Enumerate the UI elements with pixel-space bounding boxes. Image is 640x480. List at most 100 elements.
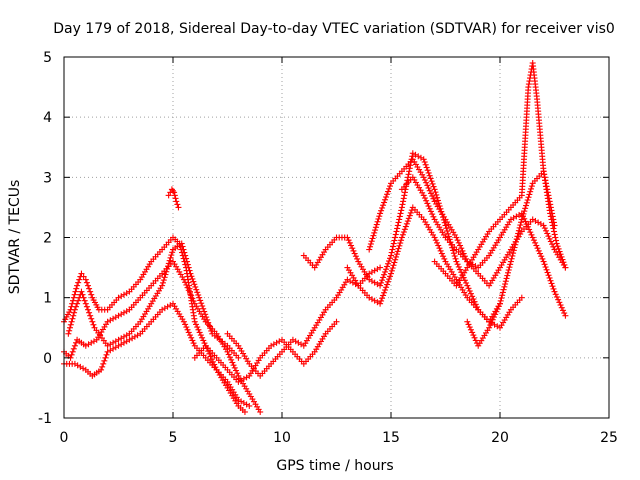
data-point — [131, 333, 138, 340]
data-point — [184, 284, 191, 291]
data-point — [234, 370, 241, 377]
data-point — [202, 311, 209, 318]
data-point — [164, 303, 171, 310]
data-point — [346, 239, 353, 246]
data-point — [432, 189, 439, 196]
data-point — [546, 274, 553, 281]
data-point — [118, 293, 125, 300]
data-point — [527, 229, 534, 236]
data-point — [377, 210, 384, 217]
data-point — [562, 312, 569, 319]
data-point — [542, 177, 549, 184]
data-point — [75, 297, 82, 304]
data-point — [432, 237, 439, 244]
data-point — [548, 280, 555, 287]
data-point — [391, 259, 398, 266]
data-point — [390, 243, 397, 250]
data-point — [525, 194, 532, 201]
data-point — [434, 194, 441, 201]
data-point — [405, 171, 412, 178]
data-point — [518, 294, 525, 301]
data-point — [464, 282, 471, 289]
data-point — [540, 222, 547, 229]
data-point — [433, 191, 440, 198]
data-point — [102, 354, 109, 361]
data-point — [544, 186, 551, 193]
data-point — [420, 174, 427, 181]
data-point — [402, 223, 409, 230]
data-point — [84, 306, 91, 313]
data-point — [392, 234, 399, 241]
y-tick-label: -1 — [38, 411, 52, 427]
data-point — [394, 222, 401, 229]
data-point — [180, 318, 187, 325]
data-point — [78, 270, 85, 277]
data-point — [533, 242, 540, 249]
data-point — [461, 277, 468, 284]
data-point — [490, 314, 497, 321]
data-point — [171, 189, 178, 196]
data-point — [276, 338, 283, 345]
data-point — [185, 287, 192, 294]
data-point — [115, 336, 122, 343]
data-point — [384, 263, 391, 270]
data-point — [528, 185, 535, 192]
data-point — [458, 245, 465, 252]
data-point — [424, 182, 431, 189]
data-point — [543, 180, 550, 187]
data-point — [561, 261, 568, 268]
data-point — [394, 248, 401, 255]
data-point — [383, 266, 390, 273]
data-point — [440, 253, 447, 260]
data-point — [541, 261, 548, 268]
data-point — [375, 215, 382, 222]
data-point — [427, 190, 434, 197]
data-point — [65, 330, 72, 337]
data-point — [192, 283, 199, 290]
data-point — [163, 268, 170, 275]
data-point — [405, 215, 412, 222]
data-point — [459, 247, 466, 254]
data-point — [207, 353, 214, 360]
data-point — [369, 235, 376, 242]
data-point — [528, 183, 535, 190]
data-point — [98, 366, 105, 373]
data-points — [61, 60, 569, 415]
data-point — [371, 229, 378, 236]
data-point — [110, 339, 117, 346]
y-tick-label: 5 — [43, 50, 52, 66]
data-point — [549, 241, 556, 248]
data-point — [368, 269, 375, 276]
data-point — [553, 237, 560, 244]
data-point — [120, 309, 127, 316]
data-point — [87, 288, 94, 295]
data-point — [126, 336, 133, 343]
data-point — [228, 356, 235, 363]
data-point — [380, 202, 387, 209]
data-point — [86, 285, 93, 292]
data-point — [189, 275, 196, 282]
data-point — [550, 225, 557, 232]
data-point — [549, 210, 556, 217]
data-point — [110, 345, 117, 352]
data-point — [206, 322, 213, 329]
data-point — [434, 239, 441, 246]
data-point — [499, 289, 506, 296]
data-point — [534, 245, 541, 252]
x-tick-label: 5 — [169, 430, 178, 446]
data-point — [409, 153, 416, 160]
data-point — [392, 256, 399, 263]
data-point — [442, 222, 449, 229]
data-point — [422, 161, 429, 168]
data-point — [453, 258, 460, 265]
data-point — [547, 277, 554, 284]
data-point — [510, 214, 517, 221]
data-point — [539, 255, 546, 262]
data-point — [391, 237, 398, 244]
data-point — [535, 247, 542, 254]
data-point — [428, 178, 435, 185]
chart-title: Day 179 of 2018, Sidereal Day-to-day VTE… — [53, 21, 615, 37]
data-point — [77, 363, 84, 370]
data-point — [257, 408, 264, 415]
